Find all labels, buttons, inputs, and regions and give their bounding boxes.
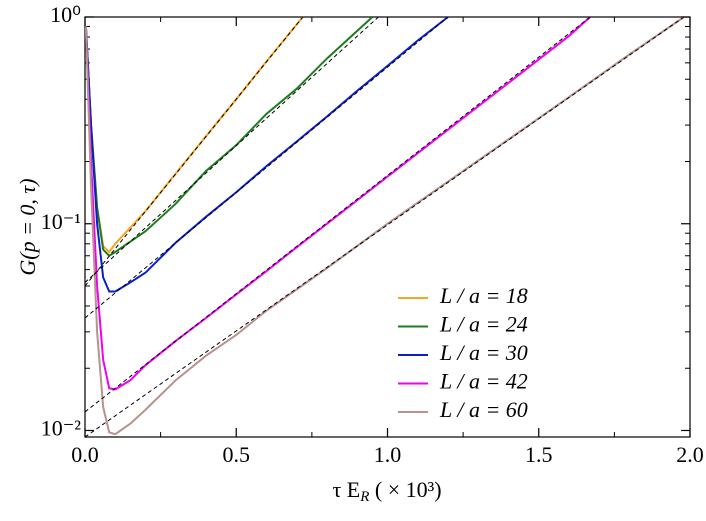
series-line	[85, 17, 685, 436]
fit-line	[85, 17, 449, 319]
fit-line	[85, 17, 304, 287]
series-line	[85, 17, 304, 254]
fit-line	[85, 17, 379, 283]
x-axis-label-unit: ( × 10³)	[369, 477, 441, 502]
legend-label: L / a = 60	[439, 397, 528, 422]
legend-label: L / a = 18	[439, 283, 528, 308]
y-axis-label: G(p = 0, τ)	[15, 178, 40, 275]
fit-line	[85, 17, 591, 413]
series-line	[85, 17, 591, 391]
series-line	[85, 17, 449, 293]
legend-label: L / a = 24	[439, 312, 528, 337]
series-line	[85, 17, 374, 258]
x-tick-label: 0.5	[223, 442, 251, 467]
x-tick-label: 1.0	[374, 442, 402, 467]
fit-line	[85, 17, 685, 437]
plot-lines	[85, 17, 685, 437]
x-axis-label-sub: R	[359, 489, 369, 505]
x-axis-label-main: τ E	[332, 477, 360, 502]
y-tick-label: 10⁻¹	[41, 209, 81, 234]
legend-label: L / a = 42	[439, 369, 528, 394]
x-tick-label: 2.0	[676, 442, 704, 467]
y-tick-label: 10⁰	[50, 2, 81, 27]
legend-label: L / a = 30	[439, 340, 528, 365]
plot-frame	[84, 16, 691, 438]
y-tick-label: 10⁻²	[41, 416, 82, 441]
x-tick-label: 1.5	[525, 442, 553, 467]
x-tick-label: 0.0	[71, 442, 99, 467]
x-axis-label: τ ER ( × 10³)	[332, 477, 441, 505]
